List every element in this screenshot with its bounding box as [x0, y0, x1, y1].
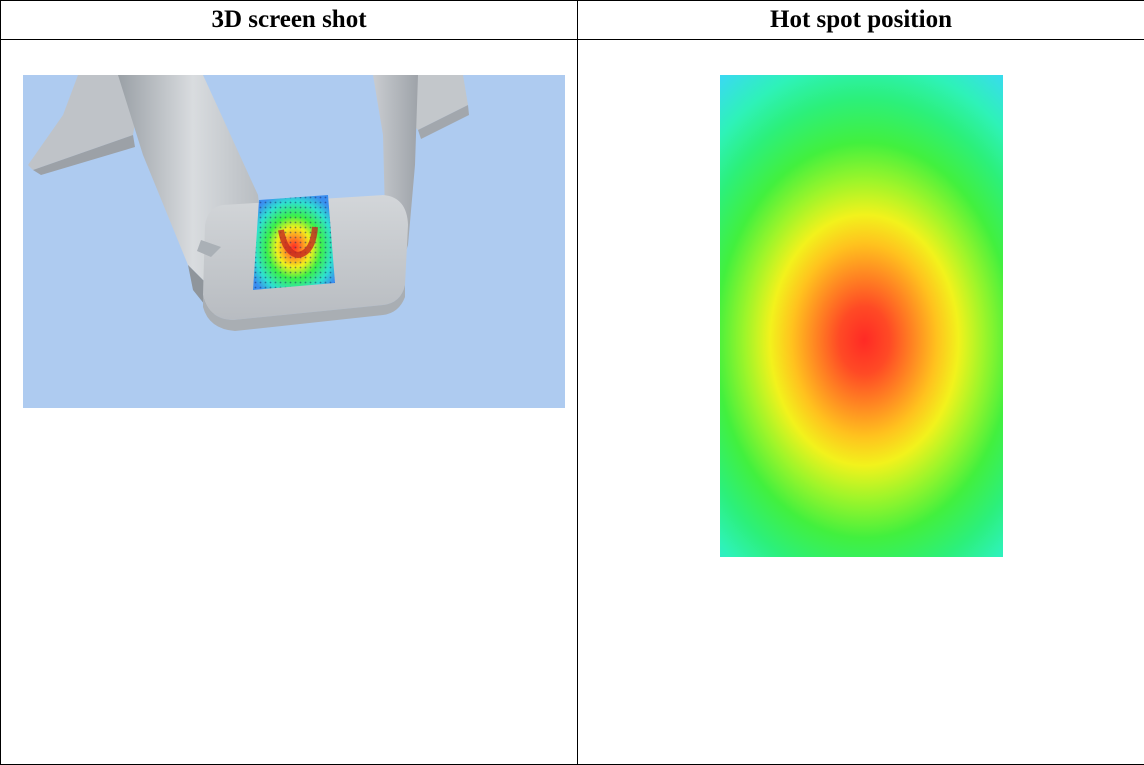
- heatmap-image: [720, 75, 1003, 557]
- header-3d-screen-shot: 3D screen shot: [0, 0, 578, 40]
- cell-3d-screen-shot: [0, 39, 578, 765]
- cell-hot-spot-position: [577, 39, 1144, 765]
- header-hot-spot-position: Hot spot position: [577, 0, 1144, 40]
- 3d-model-render-icon: [28, 75, 469, 331]
- content-row: [0, 39, 1144, 765]
- header-row: 3D screen shot Hot spot position: [0, 0, 1144, 40]
- 3d-model-render-image: [23, 75, 565, 408]
